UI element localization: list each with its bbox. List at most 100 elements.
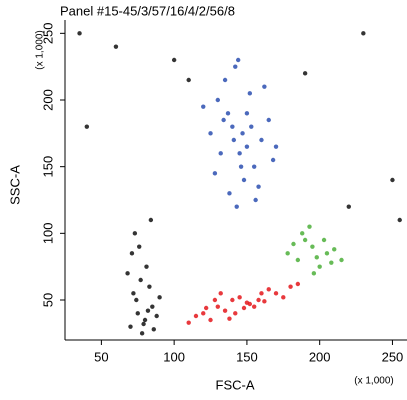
- data-point: [317, 264, 322, 269]
- data-point: [295, 281, 301, 287]
- data-point: [151, 327, 156, 332]
- data-point: [307, 224, 312, 229]
- data-point: [132, 231, 138, 236]
- data-point: [270, 157, 276, 163]
- data-point: [256, 184, 261, 189]
- data-point: [186, 320, 191, 325]
- data-point: [221, 117, 226, 123]
- data-point: [285, 251, 290, 256]
- data-point: [154, 313, 159, 319]
- y-tick-label: 250: [40, 22, 55, 44]
- data-point: [237, 151, 242, 156]
- data-point: [244, 111, 250, 116]
- data-point: [233, 64, 238, 69]
- data-point: [212, 297, 218, 303]
- x-tick-label: 250: [382, 349, 404, 364]
- data-point: [135, 311, 140, 316]
- data-point: [321, 237, 327, 243]
- data-point: [281, 295, 286, 300]
- data-point: [244, 144, 250, 149]
- data-point: [77, 31, 82, 36]
- data-point: [201, 311, 206, 316]
- data-point: [227, 316, 232, 321]
- data-point: [147, 284, 152, 289]
- data-point: [288, 284, 293, 289]
- data-point: [346, 204, 351, 209]
- y-tick-label: 200: [40, 89, 55, 111]
- data-point: [171, 57, 177, 63]
- data-point: [113, 44, 119, 49]
- data-point: [253, 197, 258, 203]
- data-point: [237, 295, 242, 300]
- data-point: [259, 291, 264, 296]
- data-point: [262, 84, 267, 89]
- data-point: [291, 241, 296, 247]
- chart-title: Panel #15-45/3/57/16/4/2/56/8: [60, 3, 235, 18]
- data-point: [142, 317, 148, 323]
- data-point: [222, 77, 228, 83]
- data-point: [208, 317, 213, 323]
- x-unit-label: (x 1,000): [354, 376, 393, 387]
- data-point: [131, 291, 136, 296]
- data-point: [361, 31, 366, 36]
- data-point: [256, 297, 261, 303]
- data-point: [84, 124, 90, 129]
- x-tick-label: 150: [236, 349, 258, 364]
- data-point: [302, 237, 308, 243]
- data-point: [332, 247, 337, 252]
- data-point: [218, 291, 223, 296]
- data-point: [203, 305, 209, 311]
- data-point: [128, 324, 133, 329]
- data-point: [262, 299, 267, 304]
- data-point: [134, 297, 139, 303]
- data-point: [251, 304, 257, 309]
- data-point: [235, 57, 241, 63]
- data-point: [397, 217, 402, 223]
- x-tick-label: 50: [94, 349, 108, 364]
- data-point: [145, 308, 151, 313]
- data-point: [247, 301, 253, 307]
- data-point: [139, 331, 145, 336]
- data-point: [222, 308, 228, 313]
- data-point: [241, 305, 247, 311]
- x-axis-label: FSC-A: [216, 377, 255, 392]
- data-point: [212, 171, 218, 176]
- data-point: [144, 264, 149, 269]
- y-unit-label: (x 1,000): [35, 30, 46, 69]
- y-tick-label: 100: [40, 222, 55, 244]
- data-point: [329, 260, 334, 265]
- data-point: [302, 71, 308, 76]
- data-point: [138, 277, 143, 283]
- data-point: [314, 255, 319, 260]
- y-axis-label: SSC-A: [7, 165, 22, 205]
- data-point: [390, 177, 395, 183]
- data-point: [231, 137, 237, 143]
- data-point: [311, 271, 317, 276]
- data-point: [157, 295, 162, 300]
- data-point: [193, 313, 199, 319]
- data-point: [233, 311, 238, 316]
- data-point: [339, 257, 344, 263]
- data-point: [251, 164, 257, 169]
- data-point: [227, 191, 232, 196]
- data-point: [247, 91, 253, 96]
- data-point: [238, 164, 244, 169]
- data-point: [230, 297, 235, 303]
- x-tick-label: 100: [163, 349, 185, 364]
- data-point: [273, 144, 279, 149]
- data-point: [129, 251, 135, 256]
- data-point: [218, 151, 223, 156]
- data-point: [230, 124, 235, 129]
- data-point: [234, 204, 239, 209]
- data-point: [266, 117, 271, 123]
- data-point: [150, 304, 155, 309]
- data-point: [324, 251, 330, 256]
- x-tick-label: 200: [309, 349, 331, 364]
- data-point: [215, 304, 221, 309]
- data-point: [125, 271, 130, 276]
- data-point: [273, 291, 279, 296]
- data-point: [295, 257, 301, 263]
- data-point: [259, 137, 264, 143]
- data-point: [225, 111, 231, 116]
